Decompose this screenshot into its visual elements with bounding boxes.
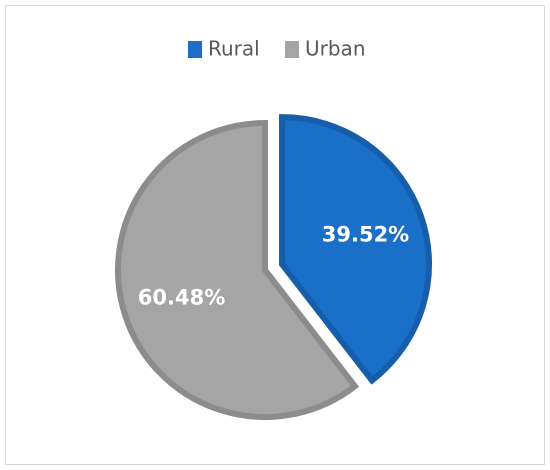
pie-slice xyxy=(279,114,432,385)
legend-label: Rural xyxy=(208,37,260,61)
data-label: 60.48% xyxy=(138,286,225,310)
legend-swatch xyxy=(285,41,299,58)
legend-swatch xyxy=(188,41,202,58)
pie-slice xyxy=(115,119,360,420)
legend-label: Urban xyxy=(305,37,366,61)
data-label: 39.52% xyxy=(322,223,409,247)
